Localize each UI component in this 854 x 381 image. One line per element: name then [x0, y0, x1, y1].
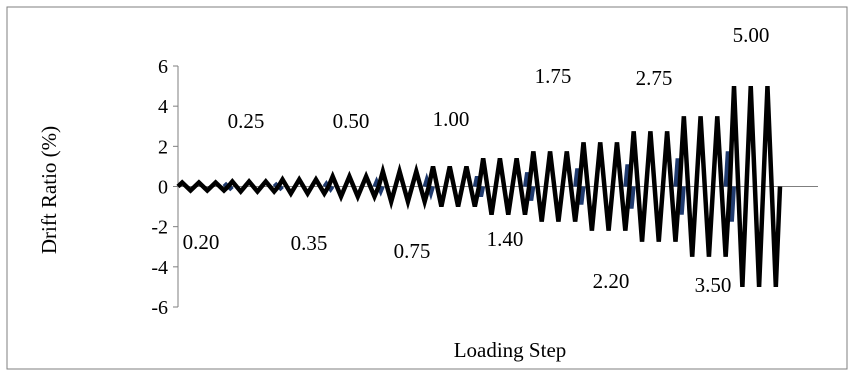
- step-label: 2.20: [593, 269, 630, 293]
- loading-step-cycles: [226, 177, 281, 196]
- loading-step-cycles: [677, 116, 733, 257]
- y-axis-title: Drift Ratio (%): [37, 126, 61, 254]
- x-axis-title: Loading Step: [454, 338, 567, 362]
- series-layer: [176, 85, 783, 288]
- step-label: 3.50: [695, 273, 732, 297]
- loading-step-cycles: [577, 142, 632, 231]
- step-label: 1.75: [535, 64, 572, 88]
- y-tick-label: -6: [151, 297, 168, 319]
- loading-step-cycles: [276, 175, 331, 198]
- loading-step-cycles: [526, 151, 582, 222]
- loading-step-cycles: [376, 163, 432, 210]
- step-label: 0.50: [333, 109, 370, 133]
- y-tick-label: -2: [151, 217, 168, 239]
- step-label: 0.35: [291, 231, 328, 255]
- loading-step-cycles: [426, 165, 482, 208]
- step-label: 1.40: [487, 227, 524, 251]
- step-label: 0.75: [394, 239, 431, 263]
- step-label: 2.75: [636, 66, 673, 90]
- step-label-layer: 0.20 0.25 0.35 0.50 0.75 1.00 1.40 1.75 2.20 2.75…: [183, 23, 770, 297]
- loading-step-cycles: [476, 158, 532, 215]
- step-label: 0.25: [228, 109, 265, 133]
- y-tick-label: 0: [158, 177, 168, 199]
- y-tick-label: 2: [158, 136, 168, 158]
- loading-step-cycles: [727, 85, 783, 288]
- y-tick-label: -4: [151, 257, 168, 279]
- step-label: 1.00: [433, 107, 470, 131]
- step-label: 0.20: [183, 230, 220, 254]
- y-tick-label: 4: [158, 96, 168, 118]
- loading-step-cycles: [627, 131, 682, 242]
- step-label: 5.00: [733, 23, 770, 47]
- y-tick-label: 6: [158, 56, 168, 78]
- loading-step-cycles: [176, 179, 230, 194]
- loading-step-cycles: [326, 170, 381, 203]
